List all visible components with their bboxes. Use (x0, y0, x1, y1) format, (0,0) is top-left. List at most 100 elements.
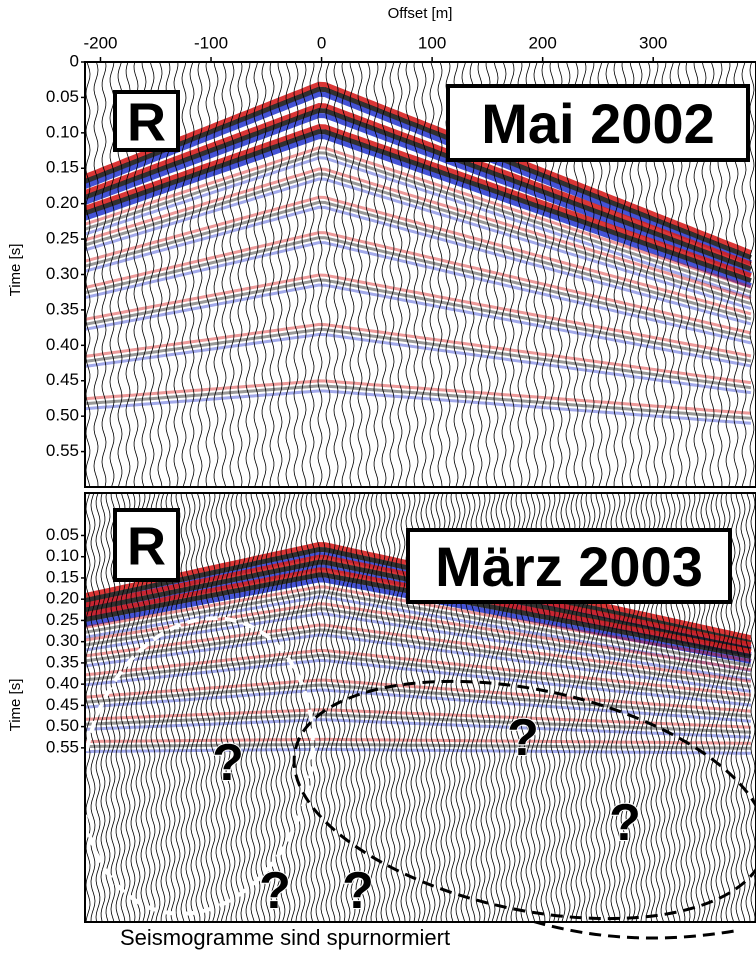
question-mark: ? (259, 862, 291, 920)
trace (730, 493, 736, 922)
event-band (85, 384, 752, 420)
trace (320, 493, 326, 922)
y-tick-label: 0.20 (46, 589, 79, 608)
trace (381, 62, 387, 487)
trace (395, 493, 401, 922)
trace (253, 62, 259, 487)
event-band (85, 102, 752, 267)
panel-label: R (127, 92, 166, 152)
y-tick-label: 0.55 (46, 441, 79, 460)
trace (270, 493, 276, 922)
trace (365, 493, 371, 922)
trace (390, 493, 396, 922)
event-band (85, 713, 752, 734)
x-axis-title: Offset [m] (388, 5, 453, 22)
trace (340, 493, 346, 922)
label-box (406, 528, 732, 604)
trace (749, 62, 755, 487)
trace (341, 62, 347, 487)
label-box (113, 90, 180, 152)
trace (260, 493, 266, 922)
panel-label: R (127, 516, 166, 576)
trace (215, 493, 221, 922)
y-tick-label: 0.10 (46, 122, 79, 141)
trace (221, 62, 227, 487)
trace (333, 62, 339, 487)
y-tick-label: 0.45 (46, 695, 79, 714)
y-tick-label: 0 (70, 51, 79, 70)
trace (195, 493, 201, 921)
x-tick-label: 0 (317, 33, 326, 52)
y-tick-label: 0.05 (46, 525, 79, 544)
trace (220, 493, 226, 922)
event-band (85, 172, 752, 306)
trace (370, 493, 376, 922)
event-band (85, 623, 752, 683)
event-band (85, 283, 752, 368)
trace (285, 62, 291, 487)
trace (245, 493, 251, 922)
trace (735, 493, 741, 922)
trace (213, 62, 219, 487)
trace (373, 62, 379, 487)
trace (385, 493, 391, 922)
question-mark: ? (212, 734, 244, 792)
question-mark: ? (342, 862, 374, 920)
trace (93, 62, 99, 487)
trace (85, 62, 91, 487)
event-band (85, 231, 752, 335)
trace (317, 62, 323, 487)
label-box (113, 508, 180, 582)
trace (310, 493, 316, 922)
y-tick-label: 0.05 (46, 87, 79, 106)
y-tick-label: 0.30 (46, 264, 79, 283)
trace (85, 493, 91, 922)
event-band (85, 678, 752, 713)
trace (237, 62, 243, 487)
trace (429, 62, 435, 487)
event-band (85, 278, 752, 363)
trace (230, 493, 236, 921)
event-band (85, 86, 752, 261)
y-axis-title: Time [s] (7, 244, 24, 297)
trace (255, 493, 261, 922)
dashed-outline (81, 616, 315, 916)
y-tick-label: 0.20 (46, 193, 79, 212)
event-band (85, 628, 752, 688)
panel-label: Mai 2002 (481, 92, 715, 155)
trace (355, 493, 361, 922)
trace (389, 62, 395, 487)
question-mark: ? (609, 794, 641, 852)
trace (300, 493, 306, 922)
y-tick-label: 0.50 (46, 406, 79, 425)
trace (205, 493, 211, 922)
x-tick-label: 100 (418, 33, 446, 52)
trace (181, 62, 187, 487)
x-tick-label: 200 (528, 33, 556, 52)
trace (309, 62, 315, 487)
trace (205, 62, 211, 487)
event-band (85, 156, 752, 299)
panel-label: März 2003 (435, 535, 703, 598)
dashed-outline (479, 900, 741, 940)
y-tick-label: 0.15 (46, 158, 79, 177)
y-tick-label: 0.50 (46, 716, 79, 735)
event-band (85, 590, 752, 668)
trace (225, 493, 231, 922)
trace (315, 493, 321, 922)
trace (240, 493, 246, 922)
trace (277, 62, 283, 487)
x-tick-label: -200 (83, 33, 117, 52)
trace (397, 62, 403, 487)
footnote: Seismogramme sind spurnormiert (120, 925, 450, 950)
y-tick-label: 0.55 (46, 737, 79, 756)
trace (285, 493, 291, 922)
trace (335, 493, 341, 922)
y-tick-label: 0.40 (46, 335, 79, 354)
trace (421, 62, 427, 487)
event-band (85, 146, 752, 289)
event-band (85, 737, 752, 745)
event-band (85, 648, 752, 697)
trace (105, 493, 111, 922)
event-band (85, 653, 752, 702)
